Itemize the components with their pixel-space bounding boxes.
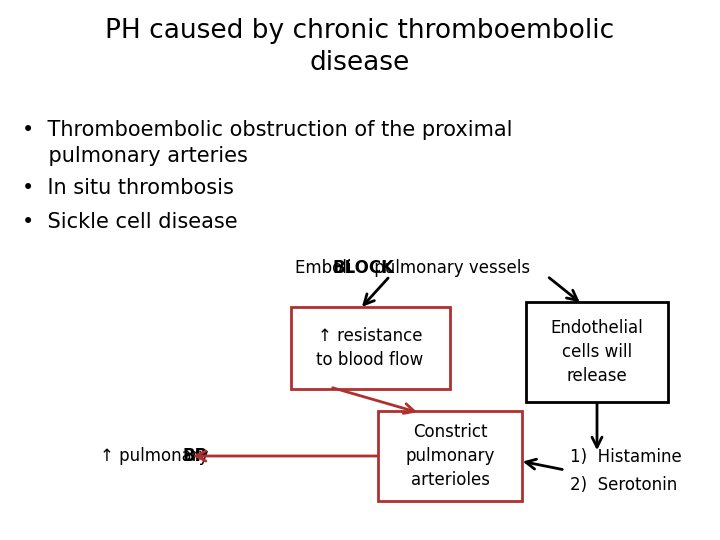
Text: PH caused by chronic thromboembolic
disease: PH caused by chronic thromboembolic dise… [105,18,615,76]
FancyBboxPatch shape [378,411,522,501]
Text: 1)  Histamine
2)  Serotonin: 1) Histamine 2) Serotonin [570,448,682,494]
Text: Endothelial
cells will
release: Endothelial cells will release [551,319,644,384]
Text: •  Thromboembolic obstruction of the proximal
    pulmonary arteries: • Thromboembolic obstruction of the prox… [22,120,513,166]
Text: BP: BP [182,447,207,465]
FancyBboxPatch shape [290,307,449,389]
Text: ↑ resistance
to blood flow: ↑ resistance to blood flow [316,327,423,369]
Text: pulmonary vessels: pulmonary vessels [369,259,530,277]
Text: Emboli: Emboli [295,259,356,277]
Text: Constrict
pulmonary
arterioles: Constrict pulmonary arterioles [405,423,495,489]
Text: •  In situ thrombosis: • In situ thrombosis [22,178,234,198]
FancyBboxPatch shape [526,302,668,402]
Text: ↑ pulmonary: ↑ pulmonary [100,447,214,465]
Text: •  Sickle cell disease: • Sickle cell disease [22,212,238,232]
Text: BLOCK: BLOCK [333,259,395,277]
